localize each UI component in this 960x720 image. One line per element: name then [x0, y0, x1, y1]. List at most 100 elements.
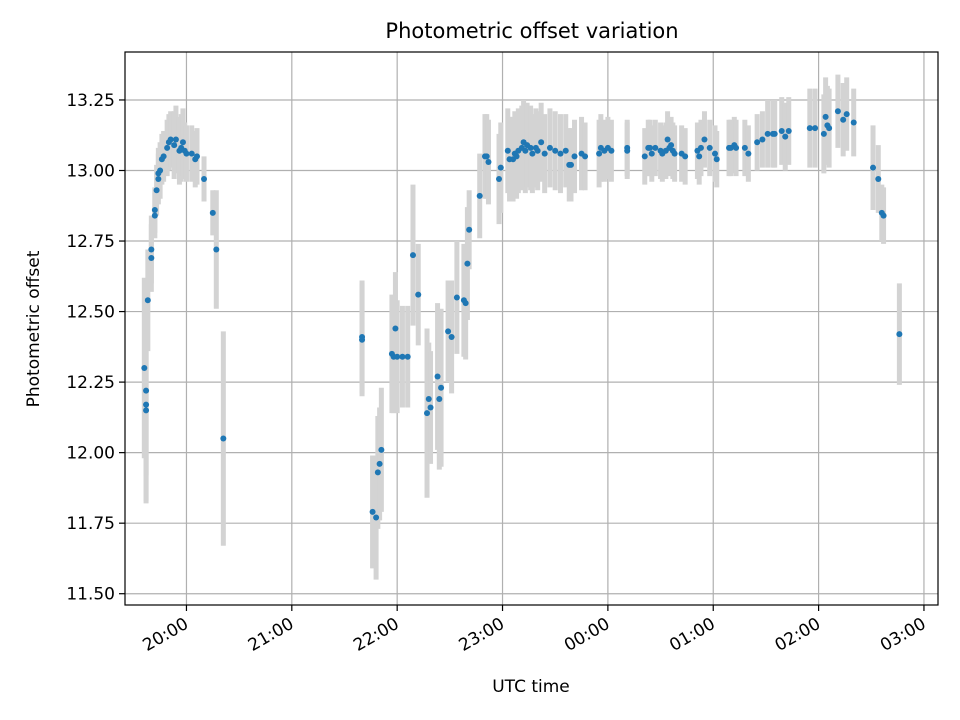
data-points	[141, 108, 903, 521]
data-point	[157, 167, 164, 174]
data-point	[438, 384, 445, 391]
y-tick-label: 11.50	[66, 585, 115, 605]
data-point	[529, 150, 536, 157]
x-axis-label: UTC time	[492, 677, 570, 697]
data-point	[151, 207, 158, 213]
data-point	[496, 175, 503, 182]
data-point	[188, 150, 195, 157]
data-point	[445, 328, 452, 335]
data-point	[701, 136, 708, 143]
data-point	[359, 333, 366, 340]
data-point	[596, 150, 603, 157]
data-point	[160, 153, 167, 160]
data-point	[668, 142, 675, 149]
data-point	[880, 212, 887, 219]
data-point	[682, 153, 689, 160]
data-point	[733, 144, 740, 151]
data-point	[870, 164, 877, 171]
data-point	[179, 139, 186, 146]
data-point	[706, 144, 713, 151]
data-point	[764, 130, 771, 137]
data-point	[745, 150, 752, 157]
data-point	[209, 209, 216, 216]
data-point	[782, 133, 789, 140]
data-point	[153, 187, 160, 194]
data-point	[392, 325, 399, 332]
data-point	[641, 153, 648, 160]
y-tick-label: 11.75	[66, 514, 115, 534]
data-point	[466, 226, 473, 233]
data-point	[571, 153, 578, 160]
data-point	[527, 144, 534, 151]
data-point	[394, 353, 401, 360]
y-tick-label: 12.25	[66, 373, 115, 393]
data-point	[171, 142, 178, 149]
data-point	[148, 254, 155, 261]
data-point	[759, 136, 766, 143]
data-point	[534, 147, 541, 154]
y-tick-label: 12.50	[66, 303, 115, 323]
data-point	[220, 435, 227, 442]
data-point	[850, 119, 857, 126]
data-point	[713, 156, 720, 163]
data-point	[546, 144, 553, 151]
data-point	[671, 150, 678, 157]
data-point	[785, 128, 792, 134]
data-point	[711, 150, 718, 157]
data-point	[822, 113, 829, 120]
data-point	[485, 159, 492, 166]
data-point	[806, 125, 813, 132]
data-point	[624, 147, 631, 154]
data-point	[424, 410, 431, 417]
data-point	[151, 212, 158, 219]
data-point	[483, 153, 490, 160]
y-tick-label: 12.75	[66, 232, 115, 252]
data-point	[875, 175, 882, 182]
y-tick-label: 13.00	[66, 162, 115, 182]
data-point	[172, 136, 179, 143]
data-point	[148, 246, 155, 253]
data-point	[568, 161, 575, 168]
data-point	[647, 144, 654, 151]
data-point	[696, 153, 703, 160]
data-point	[840, 116, 847, 123]
data-point	[697, 144, 704, 151]
data-point	[664, 136, 671, 143]
data-point	[513, 153, 520, 160]
data-point	[608, 147, 615, 154]
data-point	[143, 387, 150, 394]
data-point	[557, 150, 564, 157]
data-point	[522, 147, 529, 154]
data-point	[378, 446, 385, 453]
y-tick-label: 13.25	[66, 91, 115, 111]
data-point	[144, 297, 151, 304]
data-point	[648, 150, 655, 157]
data-point	[453, 294, 460, 301]
data-point	[143, 401, 150, 408]
data-point	[504, 147, 511, 154]
data-point	[754, 139, 761, 146]
data-point	[582, 153, 589, 160]
data-point	[552, 147, 559, 154]
data-point	[183, 150, 190, 157]
y-axis-ticks: 11.50 11.75 12.00 12.25 12.50 12.75 13.00 13.25	[66, 91, 125, 605]
data-point	[427, 404, 434, 411]
data-point	[834, 108, 841, 115]
data-point	[167, 136, 174, 143]
data-point	[201, 175, 208, 182]
data-point	[193, 153, 200, 160]
data-point	[369, 508, 376, 515]
data-point	[843, 111, 850, 118]
data-point	[374, 469, 381, 476]
data-point	[155, 175, 162, 182]
data-point	[771, 130, 778, 137]
data-point	[415, 291, 422, 298]
data-point	[497, 164, 504, 171]
data-point	[434, 373, 441, 380]
data-point	[213, 246, 220, 253]
data-point	[462, 300, 469, 307]
data-point	[562, 147, 569, 154]
chart-title: Photometric offset variation	[385, 19, 678, 43]
data-point	[448, 333, 455, 340]
